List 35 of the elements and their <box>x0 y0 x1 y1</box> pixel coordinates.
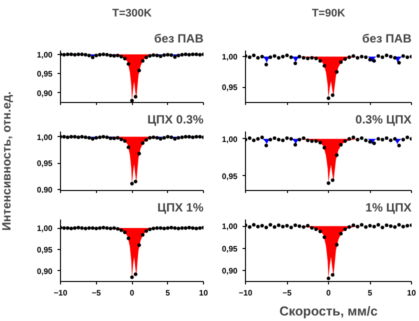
x-tick-label: −5 <box>92 288 102 298</box>
y-tick-label: 1,00 <box>222 52 238 62</box>
y-axis-title: Интенсивность, отн.ед. <box>0 91 14 231</box>
chart-title: T=300K <box>112 8 152 20</box>
y-tick-label: 0,90 <box>36 88 54 98</box>
x-tick-label: 0 <box>326 288 332 298</box>
text: 0.3% ЦПХ <box>355 112 412 126</box>
y-tick-label: 0,95 <box>36 70 54 79</box>
x-axis-title: Скорость, мм/с <box>279 304 378 318</box>
chart-title: T=90K <box>312 8 346 20</box>
y-tick-label: 0,95 <box>36 159 54 168</box>
text: ЦПХ 0.3% <box>147 112 204 126</box>
x-tick-label: 10 <box>407 288 416 298</box>
y-tick-label: 0,95 <box>222 172 238 181</box>
x-tick-label: 10 <box>199 288 208 298</box>
y-tick-label: 0,90 <box>36 266 54 276</box>
text: без ПАВ <box>154 32 204 46</box>
x-tick-label: −5 <box>282 288 292 298</box>
text: 1% ЦПХ <box>365 200 412 214</box>
y-tick-label: 0,95 <box>222 83 238 92</box>
y-tick-label: 0,95 <box>222 244 238 254</box>
y-tick-label: 1,00 <box>222 134 238 144</box>
y-tick-label: 0,95 <box>36 245 54 254</box>
y-tick-label: 1,00 <box>36 50 54 60</box>
y-tick-label: 1,00 <box>36 224 54 234</box>
x-tick-label: 0 <box>130 288 135 298</box>
x-tick-label: −10 <box>54 288 68 298</box>
x-tick-label: 5 <box>368 288 373 298</box>
text: ЦПХ 1% <box>157 200 204 214</box>
y-tick-label: 1,00 <box>36 132 54 142</box>
x-tick-label: 5 <box>166 288 171 298</box>
y-tick-label: 1,00 <box>222 222 238 232</box>
y-tick-label: 0,90 <box>222 266 238 276</box>
x-tick-label: −10 <box>238 288 253 298</box>
text: без ПАВ <box>362 32 412 46</box>
